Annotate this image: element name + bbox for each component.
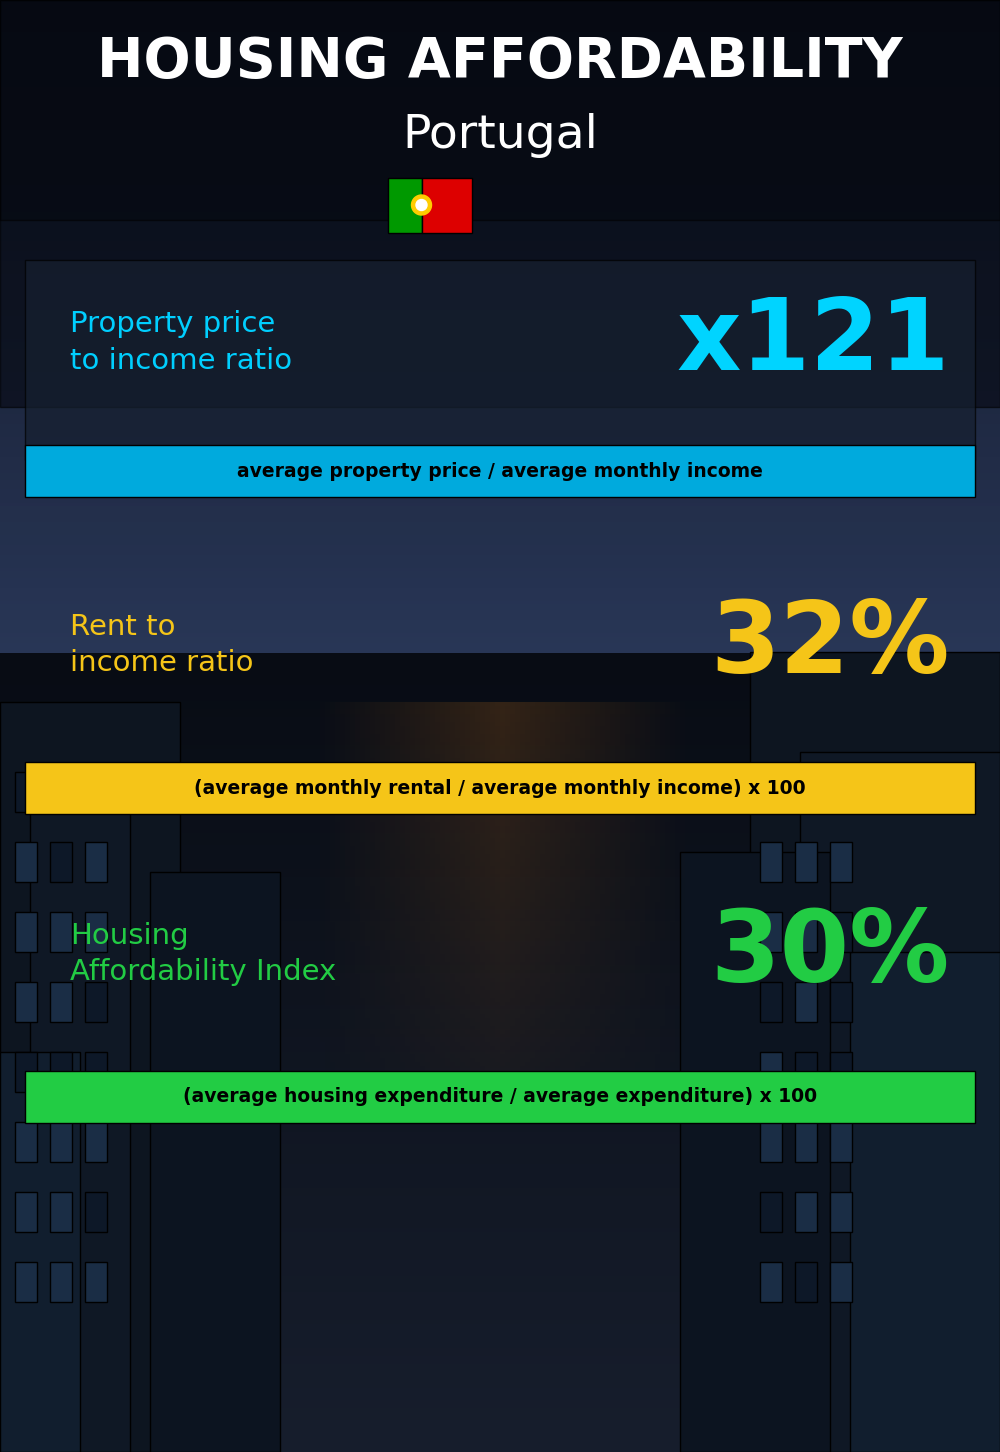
Circle shape [416,199,427,211]
FancyBboxPatch shape [85,1053,107,1092]
FancyBboxPatch shape [15,982,37,1022]
FancyBboxPatch shape [85,1122,107,1162]
FancyBboxPatch shape [795,842,817,881]
FancyBboxPatch shape [15,912,37,953]
Text: (average monthly rental / average monthly income) x 100: (average monthly rental / average monthl… [194,778,806,797]
FancyBboxPatch shape [85,1192,107,1231]
FancyBboxPatch shape [50,1053,72,1092]
FancyBboxPatch shape [830,912,852,953]
FancyBboxPatch shape [50,842,72,881]
FancyBboxPatch shape [795,1122,817,1162]
Text: HOUSING AFFORDABILITY: HOUSING AFFORDABILITY [97,35,903,89]
FancyBboxPatch shape [760,912,782,953]
FancyBboxPatch shape [800,752,1000,1452]
FancyBboxPatch shape [50,912,72,953]
FancyBboxPatch shape [830,772,852,812]
FancyBboxPatch shape [25,1072,975,1122]
Text: Rent to
income ratio: Rent to income ratio [70,613,254,678]
FancyBboxPatch shape [15,772,37,812]
FancyBboxPatch shape [388,177,422,232]
FancyBboxPatch shape [50,1122,72,1162]
FancyBboxPatch shape [0,701,180,1452]
Text: 30%: 30% [711,906,950,1002]
FancyBboxPatch shape [50,772,72,812]
FancyBboxPatch shape [15,1262,37,1302]
Text: Portugal: Portugal [402,112,598,157]
FancyBboxPatch shape [830,1262,852,1302]
FancyBboxPatch shape [85,912,107,953]
Text: 32%: 32% [711,597,950,694]
FancyBboxPatch shape [760,842,782,881]
FancyBboxPatch shape [795,912,817,953]
FancyBboxPatch shape [25,444,975,497]
FancyBboxPatch shape [15,1053,37,1092]
FancyBboxPatch shape [85,982,107,1022]
FancyBboxPatch shape [760,1122,782,1162]
FancyBboxPatch shape [850,953,1000,1452]
FancyBboxPatch shape [0,0,1000,407]
FancyBboxPatch shape [830,1192,852,1231]
FancyBboxPatch shape [750,652,1000,1452]
FancyBboxPatch shape [795,982,817,1022]
FancyBboxPatch shape [760,1262,782,1302]
FancyBboxPatch shape [795,772,817,812]
FancyBboxPatch shape [0,1053,80,1452]
FancyBboxPatch shape [85,842,107,881]
Text: (average housing expenditure / average expenditure) x 100: (average housing expenditure / average e… [183,1088,817,1106]
FancyBboxPatch shape [15,1192,37,1231]
FancyBboxPatch shape [150,873,280,1452]
FancyBboxPatch shape [50,1262,72,1302]
FancyBboxPatch shape [50,1192,72,1231]
FancyBboxPatch shape [795,1192,817,1231]
FancyBboxPatch shape [680,852,830,1452]
FancyBboxPatch shape [25,260,975,460]
FancyBboxPatch shape [85,772,107,812]
FancyBboxPatch shape [422,177,472,232]
FancyBboxPatch shape [15,842,37,881]
FancyBboxPatch shape [795,1053,817,1092]
FancyBboxPatch shape [30,802,130,1452]
Text: Property price
to income ratio: Property price to income ratio [70,311,292,375]
FancyBboxPatch shape [760,772,782,812]
FancyBboxPatch shape [830,982,852,1022]
FancyBboxPatch shape [85,1262,107,1302]
FancyBboxPatch shape [25,762,975,815]
Text: average property price / average monthly income: average property price / average monthly… [237,462,763,481]
FancyBboxPatch shape [0,0,1000,221]
FancyBboxPatch shape [830,842,852,881]
FancyBboxPatch shape [830,1053,852,1092]
FancyBboxPatch shape [795,1262,817,1302]
Text: Housing
Affordability Index: Housing Affordability Index [70,922,336,986]
FancyBboxPatch shape [50,982,72,1022]
FancyBboxPatch shape [830,1122,852,1162]
FancyBboxPatch shape [760,1192,782,1231]
FancyBboxPatch shape [760,982,782,1022]
Text: x121: x121 [677,293,950,391]
FancyBboxPatch shape [15,1122,37,1162]
Circle shape [412,195,432,215]
FancyBboxPatch shape [760,1053,782,1092]
